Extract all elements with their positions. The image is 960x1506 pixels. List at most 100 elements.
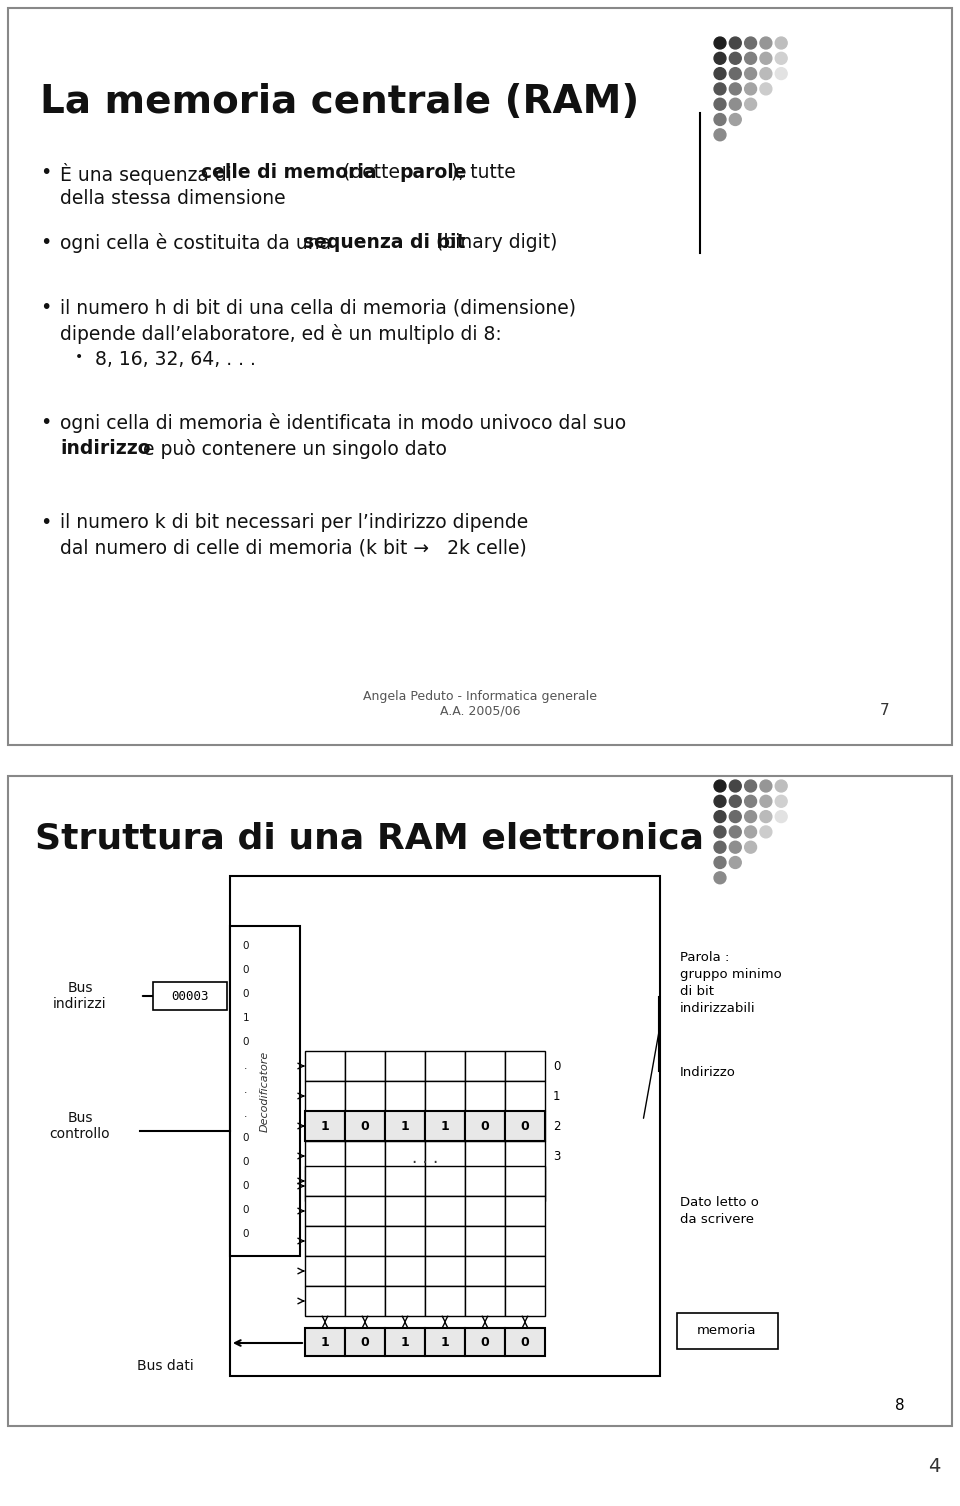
Text: 0: 0 (243, 1205, 250, 1215)
Text: di bit: di bit (680, 985, 714, 998)
Circle shape (760, 38, 772, 50)
Bar (465, 1172, 505, 1200)
Text: 3: 3 (553, 1149, 561, 1163)
Text: 1: 1 (400, 1119, 409, 1133)
Text: 0: 0 (520, 1336, 529, 1348)
Circle shape (730, 857, 741, 869)
Text: .: . (244, 1062, 248, 1071)
Bar (425, 1256, 465, 1286)
Bar (345, 1196, 385, 1226)
Text: e può contenere un singolo dato: e può contenere un singolo dato (136, 440, 446, 459)
FancyBboxPatch shape (677, 1313, 778, 1349)
Bar (425, 1286, 465, 1316)
Text: 0: 0 (361, 1336, 370, 1348)
Text: •: • (75, 349, 84, 364)
Bar (465, 1226, 505, 1256)
Bar (385, 1111, 425, 1142)
Bar (425, 1111, 465, 1142)
Text: 0: 0 (243, 1133, 250, 1143)
Text: parole: parole (399, 163, 468, 182)
Circle shape (745, 810, 756, 822)
Text: celle di memoria: celle di memoria (201, 163, 376, 182)
Circle shape (730, 810, 741, 822)
Bar (305, 1081, 345, 1111)
Bar (345, 1142, 385, 1172)
Text: Decodificatore: Decodificatore (260, 1050, 270, 1131)
Circle shape (714, 83, 726, 95)
Circle shape (714, 795, 726, 807)
Text: •: • (40, 514, 52, 532)
Circle shape (714, 857, 726, 869)
Text: La memoria centrale (RAM): La memoria centrale (RAM) (40, 83, 639, 120)
Text: 1: 1 (553, 1089, 561, 1102)
Text: il numero h di bit di una cella di memoria (dimensione): il numero h di bit di una cella di memor… (60, 298, 576, 316)
Text: indirizzo: indirizzo (60, 440, 151, 458)
Text: 1: 1 (441, 1336, 449, 1348)
Bar (305, 1166, 345, 1196)
Bar (505, 1081, 545, 1111)
Bar (385, 1166, 425, 1196)
Bar (305, 1111, 345, 1142)
Circle shape (745, 825, 756, 837)
Bar (385, 1256, 425, 1286)
Circle shape (760, 795, 772, 807)
Bar (305, 1256, 345, 1286)
Circle shape (745, 780, 756, 792)
Bar (385, 1081, 425, 1111)
Text: 00003: 00003 (171, 989, 208, 1003)
Circle shape (714, 130, 726, 140)
Bar (505, 1226, 545, 1256)
Bar (425, 1051, 465, 1081)
Text: 8: 8 (895, 1399, 905, 1414)
Bar (505, 1328, 545, 1355)
Text: ogni cella di memoria è identificata in modo univoco dal suo: ogni cella di memoria è identificata in … (60, 413, 626, 434)
Circle shape (730, 38, 741, 50)
Text: Bus
controllo: Bus controllo (50, 1111, 110, 1142)
Text: Parola :: Parola : (680, 950, 730, 964)
Bar (345, 1166, 385, 1196)
Circle shape (760, 780, 772, 792)
Circle shape (745, 83, 756, 95)
Bar (425, 1196, 465, 1226)
Bar (505, 1051, 545, 1081)
Bar (465, 1286, 505, 1316)
Text: 1: 1 (441, 1119, 449, 1133)
Bar (465, 1081, 505, 1111)
Bar (385, 1196, 425, 1226)
Bar (305, 1286, 345, 1316)
Text: 1: 1 (243, 1014, 250, 1023)
Text: 0: 0 (243, 1038, 250, 1047)
Bar (385, 1286, 425, 1316)
Circle shape (776, 780, 787, 792)
Bar (465, 1196, 505, 1226)
Bar (505, 1286, 545, 1316)
Text: 0: 0 (243, 965, 250, 974)
Bar (505, 1111, 545, 1142)
Text: Angela Peduto - Informatica generale
A.A. 2005/06: Angela Peduto - Informatica generale A.A… (363, 690, 597, 718)
Circle shape (730, 68, 741, 80)
Text: .: . (244, 1084, 248, 1095)
Text: 0: 0 (243, 1229, 250, 1239)
Text: il numero k di bit necessari per l’indirizzo dipende: il numero k di bit necessari per l’indir… (60, 514, 528, 532)
Bar (345, 1111, 385, 1142)
Bar (305, 1051, 345, 1081)
Bar (305, 1328, 345, 1355)
Text: 2: 2 (553, 1119, 561, 1133)
Text: 4: 4 (927, 1456, 940, 1476)
Circle shape (776, 38, 787, 50)
Bar (345, 1256, 385, 1286)
Bar (305, 1196, 345, 1226)
Bar (465, 1166, 505, 1196)
Circle shape (714, 810, 726, 822)
Circle shape (760, 825, 772, 837)
Circle shape (745, 38, 756, 50)
Circle shape (776, 795, 787, 807)
Text: •: • (40, 163, 52, 182)
Bar (385, 1111, 425, 1142)
Bar (425, 1111, 465, 1142)
Bar (465, 1256, 505, 1286)
Circle shape (730, 98, 741, 110)
Bar (305, 1172, 345, 1200)
Text: 0: 0 (553, 1060, 561, 1072)
Bar (345, 1081, 385, 1111)
